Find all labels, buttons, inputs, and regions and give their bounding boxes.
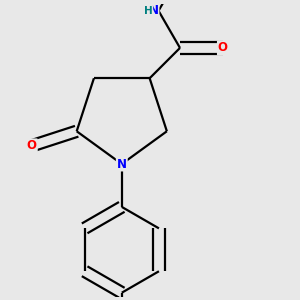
Text: O: O — [218, 41, 228, 54]
Text: O: O — [27, 139, 37, 152]
Text: N: N — [148, 4, 158, 17]
Text: N: N — [117, 158, 127, 170]
Text: H: H — [144, 6, 152, 16]
